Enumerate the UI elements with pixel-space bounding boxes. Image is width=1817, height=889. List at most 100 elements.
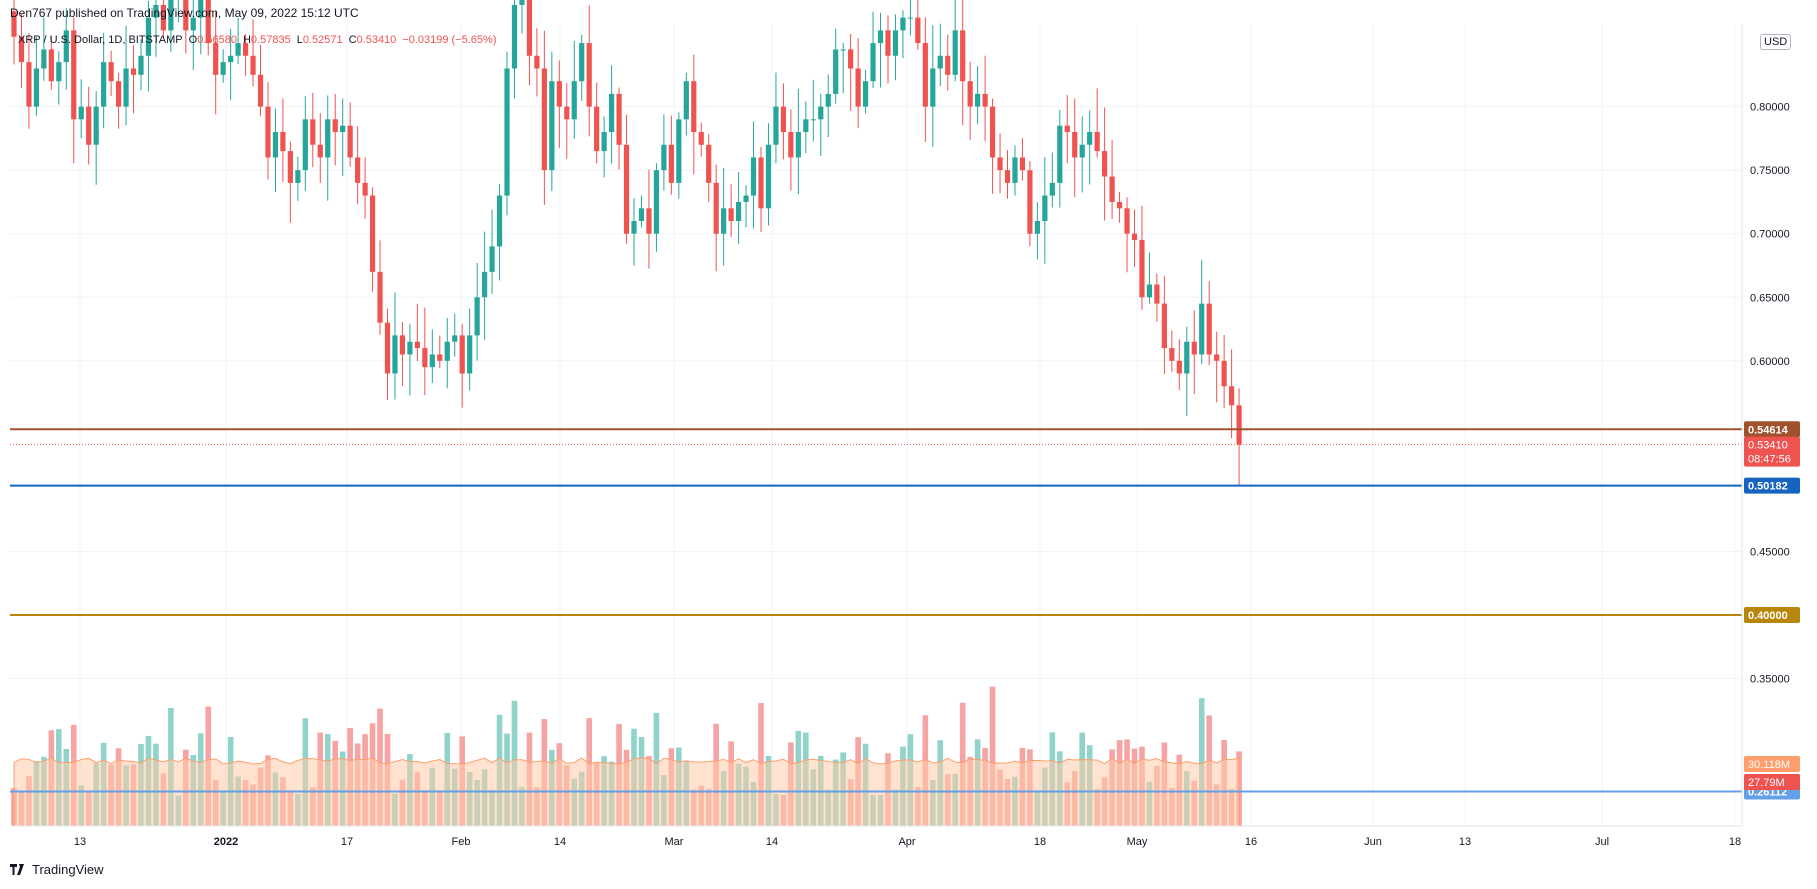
- candle-body: [616, 93, 622, 145]
- candle-body: [384, 322, 391, 374]
- candle-body: [892, 30, 899, 56]
- candle-body: [586, 43, 592, 107]
- candle-body: [713, 182, 719, 234]
- candle-body: [623, 144, 630, 234]
- candle-body: [347, 125, 353, 158]
- candle-body: [1057, 125, 1063, 183]
- candle-body: [1176, 360, 1182, 374]
- candle-body: [698, 132, 704, 145]
- volume-value-label: 27.79M: [1748, 777, 1785, 789]
- candle-body: [1049, 182, 1055, 196]
- candle-body: [317, 144, 323, 158]
- candle-body: [967, 81, 973, 107]
- tradingview-brand: TradingView: [32, 862, 104, 877]
- level-price-label: 0.50182: [1748, 481, 1788, 493]
- candle-body: [332, 119, 338, 133]
- candle-body: [340, 125, 346, 133]
- candle-body: [1116, 201, 1123, 209]
- candle-body: [691, 81, 697, 133]
- tradingview-logo[interactable]: TradingView: [10, 862, 104, 877]
- candle-body: [115, 81, 122, 107]
- candle-body: [915, 17, 921, 44]
- candle-body: [183, 0, 189, 31]
- candle-body: [213, 43, 219, 75]
- y-tick-label: 0.60000: [1750, 356, 1790, 368]
- candle-body: [788, 132, 794, 158]
- candle-body: [1146, 284, 1153, 298]
- x-tick-label: Apr: [898, 836, 915, 848]
- candle-body: [482, 271, 488, 298]
- candle-body: [721, 208, 727, 234]
- candle-body: [1072, 132, 1078, 158]
- currency-button[interactable]: USD: [1760, 34, 1792, 50]
- candle-body: [549, 81, 555, 171]
- candle-body: [280, 132, 286, 152]
- candle-body: [399, 335, 406, 355]
- symbol-legend[interactable]: XRP / U.S. Dollar, 1D, BITSTAMP O0.56580…: [18, 34, 496, 46]
- candle-body: [661, 144, 667, 171]
- x-tick-label: 13: [1459, 836, 1471, 848]
- candle-body: [1191, 341, 1197, 355]
- candle-body: [422, 348, 428, 368]
- candle-body: [1034, 221, 1040, 234]
- candle-body: [1012, 157, 1018, 183]
- candle-body: [735, 201, 742, 221]
- candle-body: [579, 43, 585, 82]
- candle-body: [168, 0, 174, 31]
- candle-body: [190, 17, 196, 31]
- y-tick-label: 0.45000: [1750, 546, 1790, 558]
- candle-body: [392, 335, 398, 374]
- candle-body: [130, 68, 137, 75]
- candle-body: [511, 4, 518, 69]
- candle-body: [960, 30, 966, 82]
- candle-body: [1236, 405, 1242, 445]
- candle-body: [459, 335, 465, 374]
- candle-body: [945, 55, 951, 75]
- y-tick-label: 0.80000: [1750, 102, 1790, 114]
- candle-body: [235, 43, 241, 56]
- candle-body: [71, 30, 77, 120]
- candle-body: [108, 62, 114, 82]
- volume-bar: [1198, 698, 1205, 826]
- candle-body: [205, 0, 211, 44]
- candle-body: [18, 36, 25, 63]
- candle-body: [145, 17, 152, 56]
- x-tick-label: Jul: [1595, 836, 1609, 848]
- candle-body: [272, 132, 279, 158]
- candle-body: [302, 119, 308, 171]
- candle-body: [362, 182, 368, 196]
- candle-body: [86, 106, 92, 145]
- x-tick-label: 17: [341, 836, 353, 848]
- candle-body: [474, 297, 480, 336]
- high-value: 0.57835: [250, 34, 291, 46]
- candle-body: [743, 195, 749, 202]
- low-label: L: [296, 34, 303, 46]
- candle-body: [653, 170, 660, 234]
- candle-body: [1102, 151, 1108, 177]
- candle-body: [780, 106, 787, 133]
- open-value: 0.56580: [197, 34, 237, 46]
- candle-body: [825, 93, 831, 107]
- candle-body: [1131, 233, 1138, 241]
- candle-body: [93, 106, 99, 145]
- candle-body: [638, 208, 645, 221]
- candle-body: [975, 93, 981, 107]
- candle-body: [646, 208, 652, 234]
- candle-body: [885, 30, 891, 56]
- candle-layer: [11, 0, 1242, 487]
- last-price-label: 0.53410: [1748, 440, 1788, 452]
- y-tick-label: 0.70000: [1750, 229, 1790, 241]
- candle-body: [877, 30, 884, 44]
- low-value: 0.52571: [302, 34, 343, 46]
- candle-body: [220, 62, 226, 75]
- candle-body: [1229, 386, 1235, 406]
- volume-bar: [989, 686, 996, 826]
- candle-body: [556, 81, 562, 107]
- candle-body: [1139, 240, 1145, 298]
- close-value: 0.53410: [356, 34, 397, 46]
- candle-body: [609, 93, 615, 133]
- candle-body: [444, 341, 450, 361]
- candle-body: [325, 119, 331, 158]
- candle-body: [1042, 195, 1048, 221]
